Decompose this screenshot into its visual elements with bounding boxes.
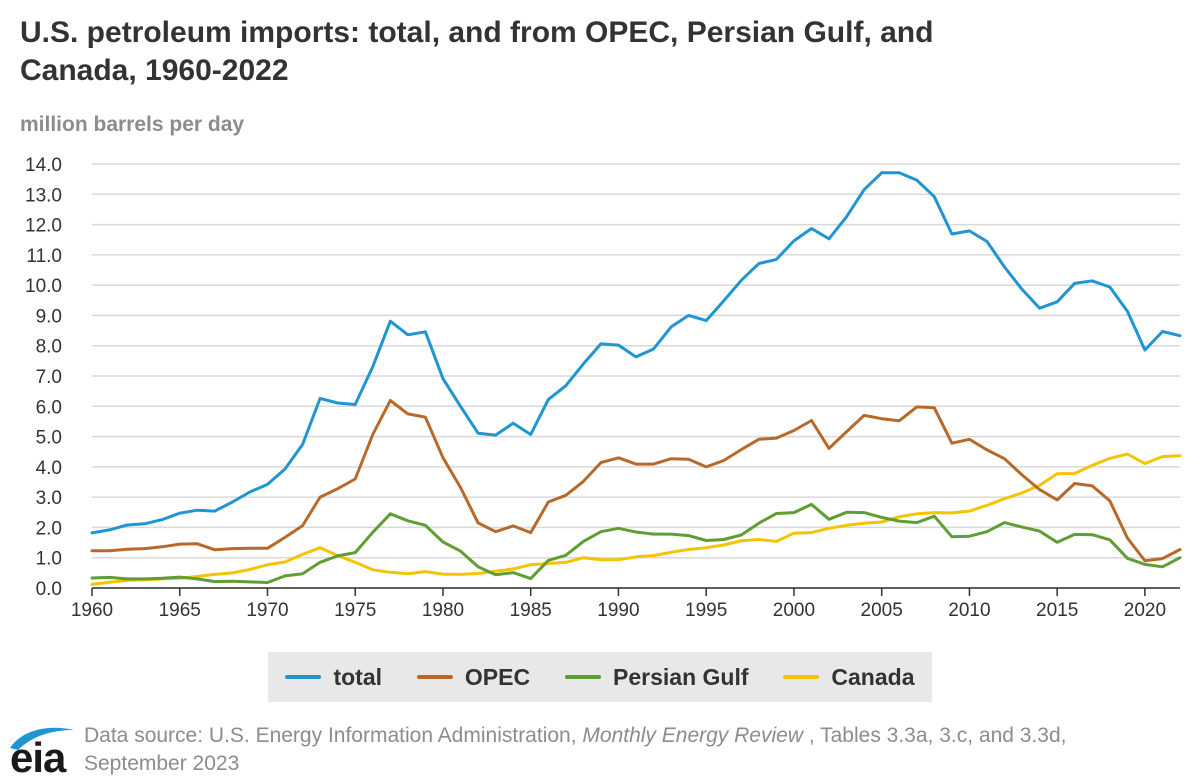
y-tick-label: 8.0 <box>36 337 62 358</box>
y-tick-label: 14.0 <box>25 155 62 176</box>
y-tick-label: 10.0 <box>25 276 62 297</box>
y-tick-label: 2.0 <box>36 518 62 539</box>
legend-swatch-opec <box>416 675 453 679</box>
eia-logo-swoosh-icon <box>10 727 74 750</box>
x-tick-label: 1970 <box>246 600 288 621</box>
legend-label-total: total <box>333 663 383 690</box>
x-tick-label: 2010 <box>948 600 990 621</box>
y-axis-units: million barrels per day <box>20 113 245 136</box>
chart-title-line-2: Canada, 1960-2022 <box>20 54 289 87</box>
y-tick-label: 7.0 <box>36 367 62 388</box>
x-tick-label: 2020 <box>1124 600 1166 621</box>
x-tick-label: 1960 <box>71 600 113 621</box>
y-tick-label: 1.0 <box>36 549 62 570</box>
source-publication: Monthly Energy Review <box>582 724 803 747</box>
series-line-total <box>90 171 1182 535</box>
y-tick-label: 13.0 <box>25 185 62 206</box>
legend-item-opec[interactable]: OPEC <box>416 663 531 691</box>
source-date: September 2023 <box>84 752 240 775</box>
series-line-canada <box>90 452 1182 586</box>
x-tick-label: 1995 <box>685 600 727 621</box>
legend: total OPEC Persian Gulf Canada <box>268 652 932 702</box>
x-tick-label: 1985 <box>510 600 552 621</box>
legend-swatch-total <box>285 675 322 679</box>
y-tick-label: 3.0 <box>36 488 62 509</box>
x-tick-label: 2000 <box>773 600 815 621</box>
eia-logo-text: eia <box>10 734 66 781</box>
legend-item-total[interactable]: total <box>285 664 382 691</box>
y-tick-label: 0.0 <box>36 579 62 600</box>
series-line-opec <box>90 399 1182 563</box>
legend-swatch-canada <box>783 675 820 679</box>
data-source: Data source: U.S. Energy Information Adm… <box>84 722 1184 778</box>
source-suffix: , Tables 3.3a, 3.c, and 3.3d, <box>803 724 1067 747</box>
y-tick-label: 11.0 <box>26 246 62 267</box>
legend-label-opec: OPEC <box>464 663 531 690</box>
y-tick-label: 4.0 <box>36 458 62 479</box>
legend-label-persian-gulf: Persian Gulf <box>613 663 749 690</box>
x-tick-label: 1975 <box>334 600 376 621</box>
chart-title: U.S. petroleum imports: total, and from … <box>20 14 1020 90</box>
legend-swatch-persian-gulf <box>565 675 602 679</box>
series-line-persian-gulf <box>90 502 1182 584</box>
chart-title-line-1: U.S. petroleum imports: total, and from … <box>20 16 934 49</box>
legend-item-persian-gulf[interactable]: Persian Gulf <box>565 663 749 691</box>
x-tick-label: 1965 <box>159 600 201 621</box>
y-tick-label: 12.0 <box>25 216 62 237</box>
source-prefix: Data source: U.S. Energy Information Adm… <box>84 724 583 747</box>
legend-item-canada[interactable]: Canada <box>783 663 915 691</box>
y-tick-label: 5.0 <box>36 428 62 449</box>
x-tick-label: 1990 <box>597 600 639 621</box>
line-chart: 0.0 1.0 2.0 3.0 4.0 5.0 6.0 7.0 8.0 9.0 10.0 11.0 12… <box>25 155 1182 621</box>
y-tick-label: 9.0 <box>36 306 62 327</box>
eia-logo: eia <box>8 722 78 781</box>
y-tick-label: 6.0 <box>36 397 62 418</box>
x-tick-label: 2005 <box>861 600 903 621</box>
x-tick-label: 2015 <box>1036 600 1078 621</box>
x-tick-label: 1980 <box>422 600 464 621</box>
legend-label-canada: Canada <box>831 663 915 690</box>
